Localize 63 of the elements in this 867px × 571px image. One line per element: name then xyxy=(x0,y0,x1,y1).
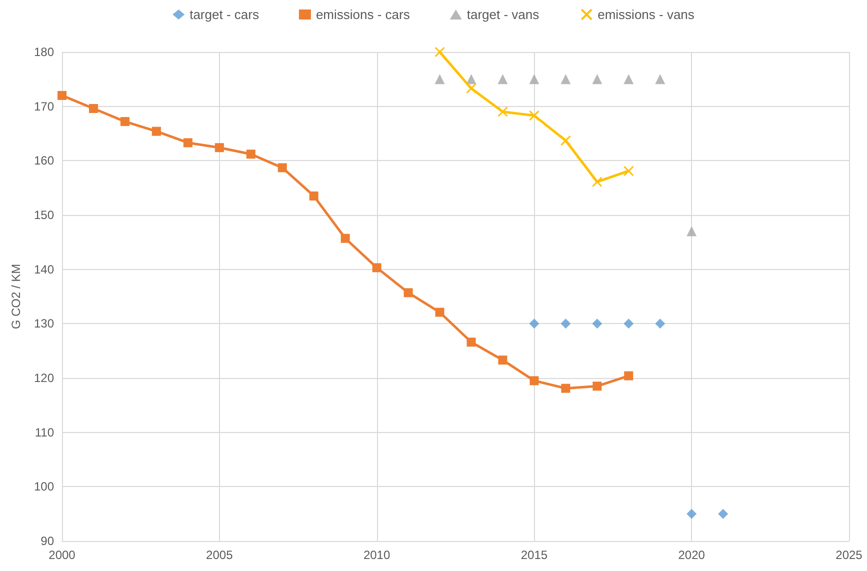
point xyxy=(309,191,318,200)
x-tick-label: 2005 xyxy=(206,548,234,562)
point xyxy=(340,234,350,243)
point xyxy=(88,104,98,114)
point xyxy=(434,46,446,58)
x-tick-label: 2025 xyxy=(836,548,863,562)
point xyxy=(560,318,571,329)
point xyxy=(498,74,508,84)
y-tick-label: 150 xyxy=(34,208,54,222)
y-tick-label: 130 xyxy=(34,316,54,331)
point xyxy=(497,106,508,118)
point xyxy=(655,318,666,329)
y-tick-label: 90 xyxy=(40,534,54,548)
legend-label: emissions - vans xyxy=(598,7,695,22)
legend-label: emissions - cars xyxy=(316,7,410,22)
point xyxy=(58,90,66,100)
point xyxy=(435,308,444,317)
point xyxy=(560,135,571,146)
y-tick-label: 180 xyxy=(34,45,54,59)
x-tick-label: 2010 xyxy=(363,548,390,562)
point xyxy=(404,288,413,298)
y-tick-label: 140 xyxy=(34,262,54,276)
x-tick-label: 2015 xyxy=(520,548,548,562)
point xyxy=(183,138,192,148)
point xyxy=(592,382,602,391)
point xyxy=(560,74,571,84)
point xyxy=(718,508,728,519)
point xyxy=(278,163,287,172)
point xyxy=(624,371,634,380)
point xyxy=(372,263,382,272)
point xyxy=(466,74,476,84)
point xyxy=(434,74,445,84)
y-tick-label: 110 xyxy=(34,425,54,440)
point xyxy=(466,83,476,94)
point xyxy=(529,318,540,329)
point xyxy=(624,74,634,84)
point xyxy=(686,226,697,236)
point xyxy=(623,166,634,176)
legend-label: target - vans xyxy=(466,7,540,22)
point xyxy=(530,376,539,386)
y-tick-label: 160 xyxy=(34,154,54,168)
point xyxy=(214,143,224,152)
y-tick-label: 170 xyxy=(34,99,54,114)
x-tick-label: 2000 xyxy=(48,548,76,562)
point xyxy=(152,126,161,136)
point xyxy=(592,176,602,188)
point xyxy=(120,117,130,126)
point xyxy=(466,338,476,347)
y-tick-label: 120 xyxy=(34,371,54,385)
point xyxy=(246,150,256,159)
x-tick-label: 2020 xyxy=(678,548,706,562)
point xyxy=(624,318,634,329)
legend-label: target - cars xyxy=(190,7,260,22)
point xyxy=(592,74,602,84)
point xyxy=(561,384,570,393)
point xyxy=(686,508,697,519)
point xyxy=(528,110,540,121)
y-tick-label: 100 xyxy=(34,480,54,494)
y-axis-title: G CO2 / KM xyxy=(9,264,23,330)
point xyxy=(529,74,540,84)
point xyxy=(592,318,602,329)
point xyxy=(655,74,666,84)
point xyxy=(498,356,508,365)
